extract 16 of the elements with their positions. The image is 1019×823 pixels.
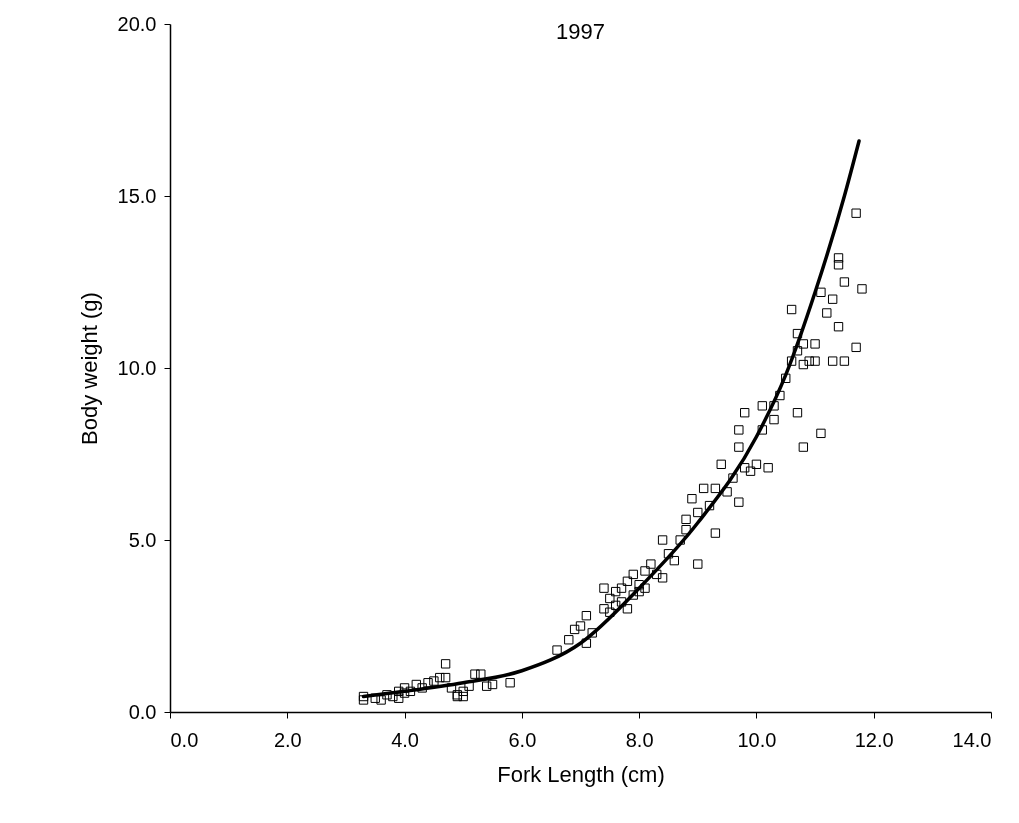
x-tick-label: 12.0 xyxy=(854,728,894,751)
x-tick-label: 8.0 xyxy=(625,728,654,751)
y-tick-label: 0.0 xyxy=(128,700,157,723)
x-tick-label: 2.0 xyxy=(273,728,302,751)
y-axis-title: Body weight (g) xyxy=(76,292,102,445)
y-tick-label: 15.0 xyxy=(117,184,157,207)
y-tick-label: 5.0 xyxy=(128,528,157,551)
x-tick-label: 14.0 xyxy=(952,728,992,751)
y-tick-label: 20.0 xyxy=(117,12,157,35)
x-axis-title: Fork Length (cm) xyxy=(497,761,665,787)
chart-title: 1997 xyxy=(556,19,605,44)
x-tick-label: 10.0 xyxy=(737,728,777,751)
x-tick-label: 6.0 xyxy=(508,728,537,751)
x-tick-label: 4.0 xyxy=(391,728,419,751)
x-tick-label: 0.0 xyxy=(170,728,199,751)
y-tick-label: 10.0 xyxy=(117,356,157,379)
